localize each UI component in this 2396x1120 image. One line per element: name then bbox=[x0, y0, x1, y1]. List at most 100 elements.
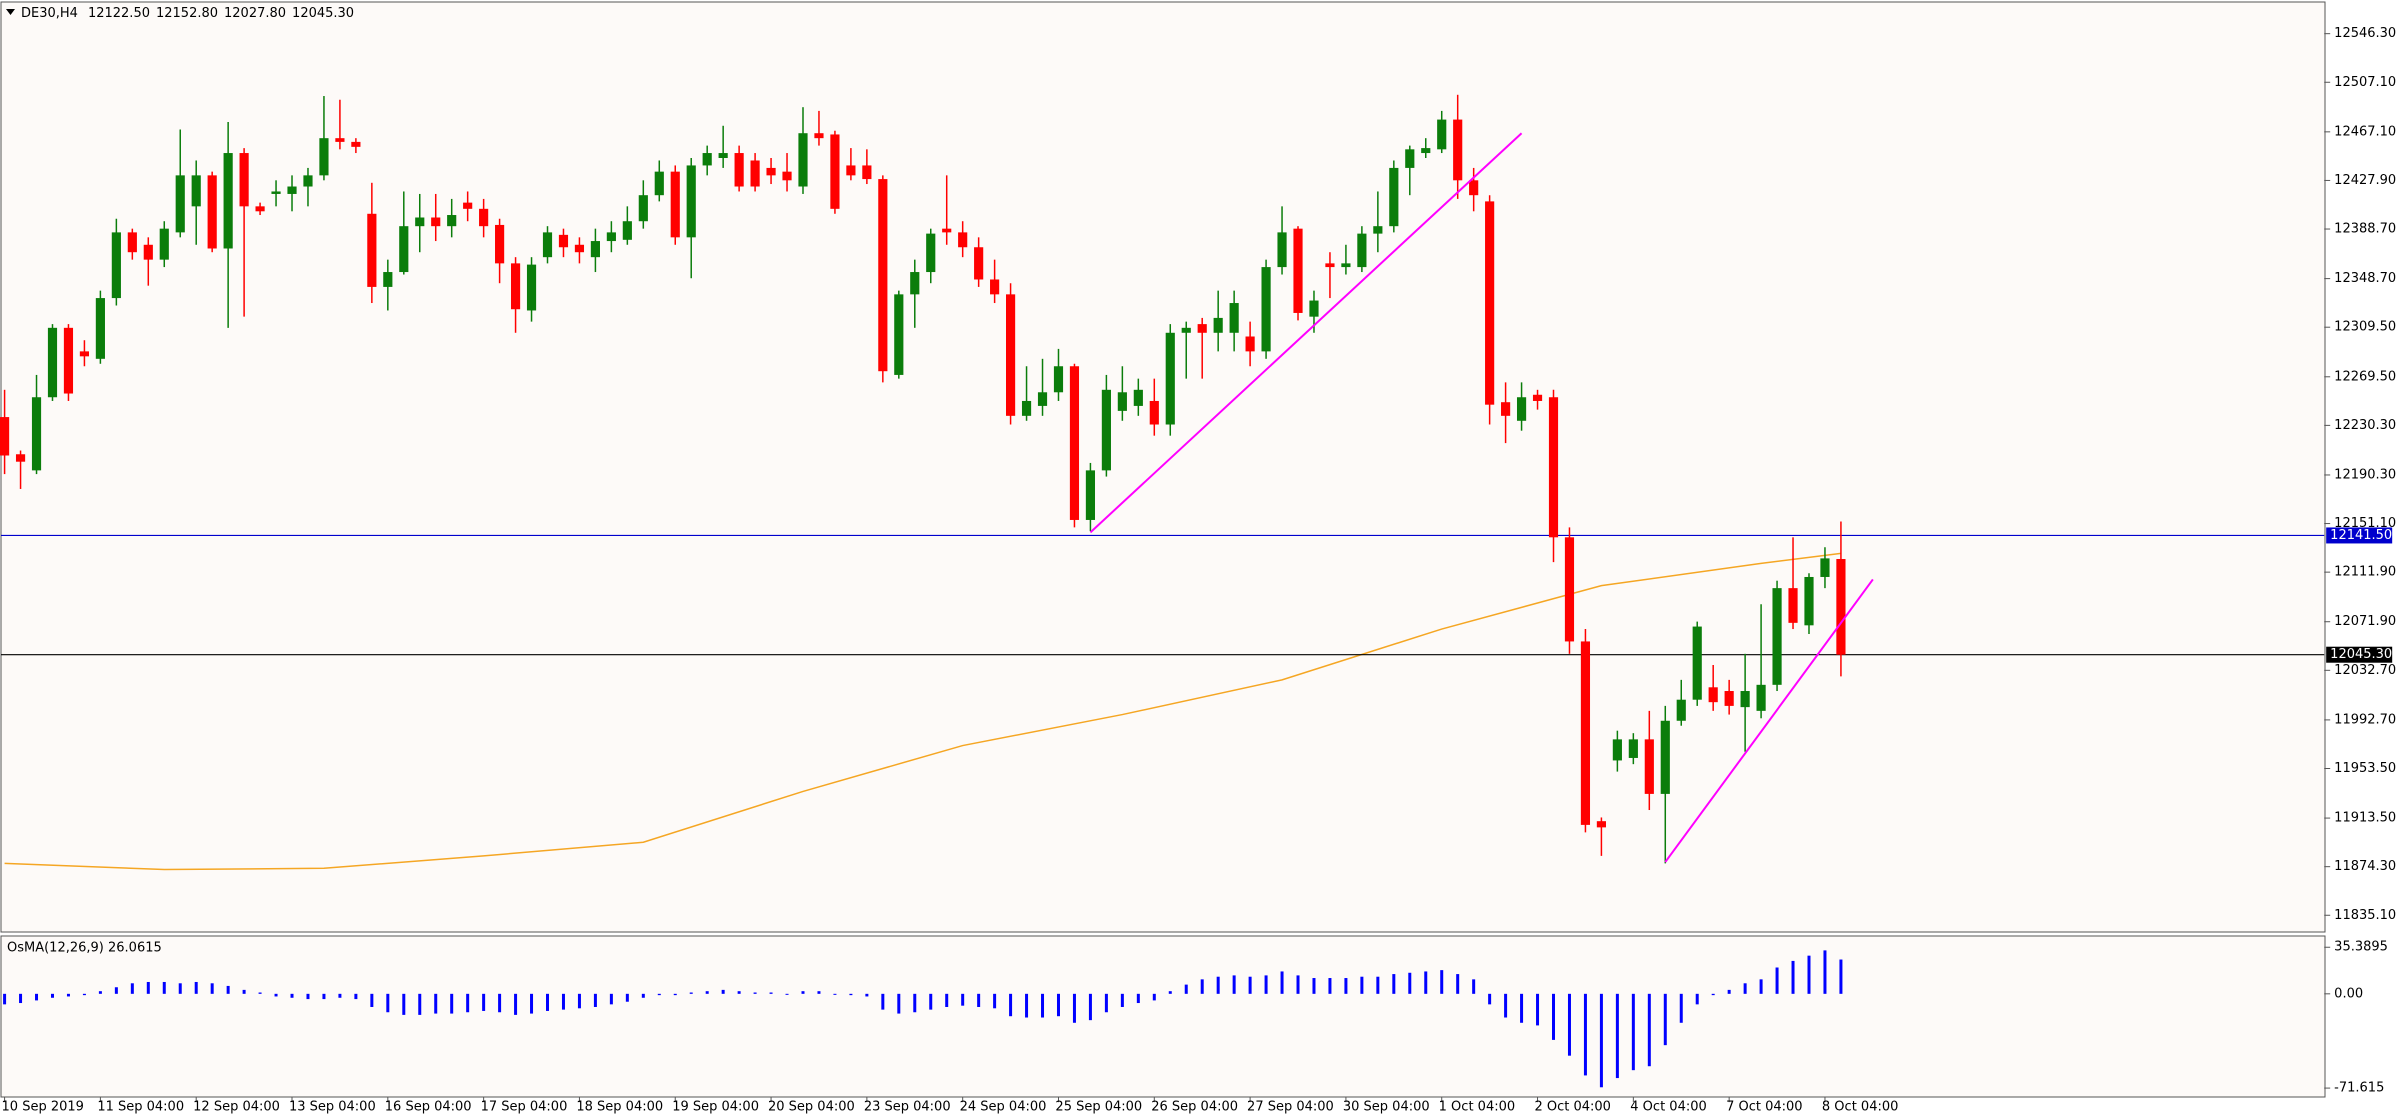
candle-body bbox=[654, 171, 664, 196]
menu-arrow[interactable] bbox=[6, 9, 15, 15]
moving-average bbox=[4, 552, 1842, 871]
candle-body bbox=[1516, 397, 1527, 421]
candle-body bbox=[79, 351, 90, 357]
x-tick-label: 26 Sep 04:00 bbox=[1151, 1100, 1238, 1115]
candle-body bbox=[542, 232, 553, 258]
candle-body bbox=[1532, 394, 1543, 401]
candle-body bbox=[1069, 366, 1080, 520]
x-tick-label: 2 Oct 04:00 bbox=[1534, 1100, 1610, 1115]
histogram-bar bbox=[1328, 978, 1332, 994]
histogram-bar bbox=[993, 993, 997, 1009]
histogram-bar bbox=[1727, 989, 1731, 994]
candle-body bbox=[1469, 180, 1479, 196]
histogram-bar bbox=[1839, 959, 1843, 994]
histogram-bar bbox=[1184, 984, 1188, 994]
histogram-bar bbox=[1504, 993, 1508, 1018]
candle-body bbox=[526, 264, 537, 311]
candle-body bbox=[431, 217, 441, 227]
histogram-bar bbox=[1663, 993, 1667, 1046]
candle-body bbox=[926, 233, 936, 273]
y-tick-label: 12507.10 bbox=[2334, 75, 2396, 90]
candle-body bbox=[1389, 167, 1399, 227]
candle-body bbox=[415, 217, 425, 227]
histogram-bar bbox=[673, 993, 677, 996]
candle-body bbox=[1485, 201, 1495, 405]
symbol: DE30,H4 bbox=[21, 6, 78, 21]
histogram-bar bbox=[1120, 993, 1124, 1007]
histogram-bar bbox=[1743, 983, 1747, 994]
histogram-bar bbox=[1424, 971, 1428, 994]
candle-body bbox=[606, 232, 616, 242]
price-label-box bbox=[2326, 646, 2393, 663]
candle-body bbox=[686, 165, 696, 238]
histogram-bar bbox=[210, 983, 214, 994]
histogram-bar bbox=[1376, 976, 1380, 994]
histogram-bar bbox=[705, 991, 709, 994]
histogram-bar bbox=[82, 993, 86, 996]
candle-body bbox=[1804, 576, 1814, 626]
histogram-bar bbox=[146, 981, 150, 994]
histogram-bar bbox=[833, 993, 837, 995]
candle-body bbox=[47, 327, 58, 398]
y-tick-label: 12151.10 bbox=[2334, 516, 2396, 531]
candle-body bbox=[1708, 687, 1718, 703]
histogram-bar bbox=[290, 993, 294, 998]
low-label: 12027.80 bbox=[224, 6, 286, 21]
candle-body bbox=[814, 133, 824, 139]
histogram-bar bbox=[817, 991, 821, 994]
histogram-bar bbox=[306, 993, 310, 1000]
price-label-box bbox=[2326, 527, 2393, 544]
candle-body bbox=[638, 195, 648, 222]
histogram-bar bbox=[1775, 967, 1779, 994]
open-label: 12122.50 bbox=[88, 6, 150, 21]
y-tick-label: 11874.30 bbox=[2334, 859, 2396, 874]
candle-body bbox=[1197, 324, 1207, 333]
histogram-bar bbox=[1599, 993, 1603, 1088]
candle-body bbox=[1309, 300, 1319, 317]
histogram-bar bbox=[1232, 975, 1236, 994]
histogram-bar bbox=[1759, 979, 1763, 994]
trendline bbox=[1664, 578, 1874, 863]
candle-body bbox=[15, 454, 26, 462]
histogram-bar bbox=[546, 993, 550, 1011]
candle-body bbox=[191, 175, 201, 207]
candle-body bbox=[63, 327, 74, 394]
candle-body bbox=[271, 191, 281, 194]
histogram-bar bbox=[1520, 993, 1524, 1023]
candle-body bbox=[1117, 392, 1127, 411]
candle-body bbox=[383, 272, 393, 287]
candle-body bbox=[239, 153, 249, 207]
x-tick-label: 1 Oct 04:00 bbox=[1439, 1100, 1515, 1115]
candle-body bbox=[1644, 739, 1654, 794]
x-tick-label: 17 Sep 04:00 bbox=[481, 1100, 568, 1115]
histogram-bar bbox=[1823, 950, 1827, 994]
x-tick-label: 25 Sep 04:00 bbox=[1055, 1100, 1142, 1115]
candle-body bbox=[287, 186, 297, 194]
histogram-bar bbox=[258, 992, 262, 994]
histogram-bar bbox=[274, 993, 278, 997]
y-tick-label: 12546.30 bbox=[2334, 26, 2396, 41]
candle-body bbox=[750, 160, 760, 187]
histogram-bar bbox=[977, 993, 981, 1007]
y-tick-label: -71.615 bbox=[2334, 1081, 2384, 1096]
x-tick-label: 4 Oct 04:00 bbox=[1630, 1100, 1706, 1115]
histogram-bar bbox=[1312, 978, 1316, 994]
histogram-bar bbox=[1248, 976, 1252, 994]
candle-body bbox=[1357, 233, 1367, 268]
histogram-bar bbox=[961, 993, 965, 1006]
histogram-bar bbox=[402, 993, 406, 1015]
candle-body bbox=[1005, 294, 1016, 416]
candle-body bbox=[1277, 232, 1287, 268]
candle-body bbox=[447, 215, 457, 227]
candle-body bbox=[1149, 400, 1159, 425]
candle-body bbox=[878, 179, 888, 372]
candle-body bbox=[1261, 267, 1271, 352]
candle-body bbox=[510, 263, 521, 310]
indicator-title: OsMA(12,26,9) 26.0615 bbox=[7, 941, 162, 956]
candle-body bbox=[1628, 739, 1638, 758]
candle-body bbox=[127, 232, 137, 253]
histogram-bar bbox=[721, 989, 725, 994]
histogram-bar bbox=[1025, 993, 1029, 1018]
